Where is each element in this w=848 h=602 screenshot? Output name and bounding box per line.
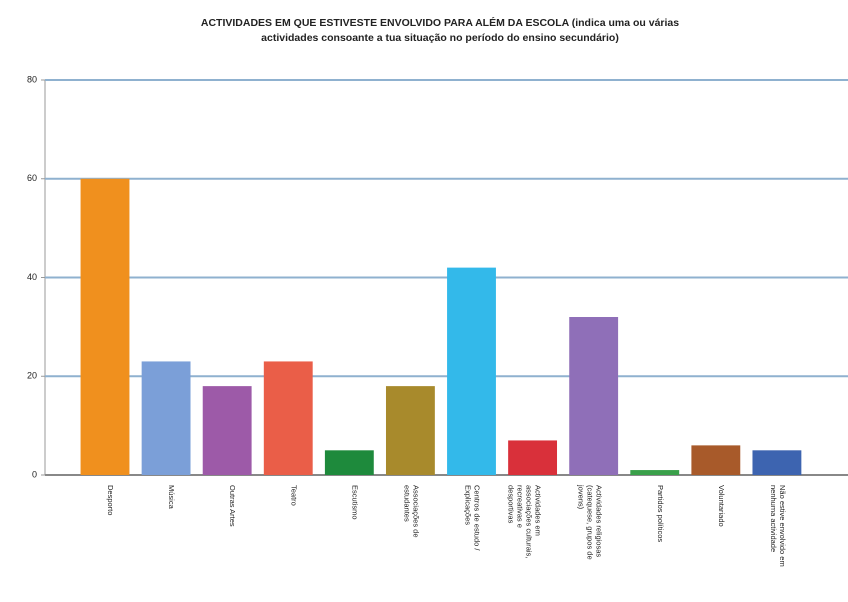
x-tick-label: Teatro [289,485,298,506]
bar [691,445,741,475]
x-tick-label: Desporto [106,485,115,515]
x-tick-label: Outras Artes [228,485,237,527]
x-tick-label: Escutismo [350,485,359,520]
x-tick-label: Associações deestudantes [402,485,420,538]
x-tick-label: Música [167,485,176,510]
bar [385,386,435,475]
y-tick-label: 60 [27,173,37,183]
chart-subtitle: actividades consoante a tua situação no … [261,32,619,44]
bar [202,386,252,475]
bar [569,317,619,475]
x-tick-label: Actividades emassociações culturais,recr… [507,485,543,558]
y-tick-label: 80 [27,74,37,84]
x-tick-label: Não estive envolvido emnenhuma actividad… [769,485,787,567]
y-tick-label: 0 [32,469,37,479]
chart-title: ACTIVIDADES EM QUE ESTIVESTE ENVOLVIDO P… [201,16,679,29]
bar [752,450,802,475]
bar [324,450,374,475]
bar [141,361,191,475]
bar [508,440,558,475]
bar [447,267,496,475]
x-tick-label: Partidos políticos [656,485,665,542]
bar [630,470,680,475]
bar [263,361,313,475]
y-tick-label: 40 [27,272,37,282]
bar [80,178,130,475]
y-tick-label: 20 [27,371,37,381]
x-tick-label: Actividades religiosas(catequese, grupos… [577,484,604,560]
x-tick-label: Voluntariado [717,485,726,527]
x-tick-label: Centros de estudo /Explicações [464,485,482,551]
